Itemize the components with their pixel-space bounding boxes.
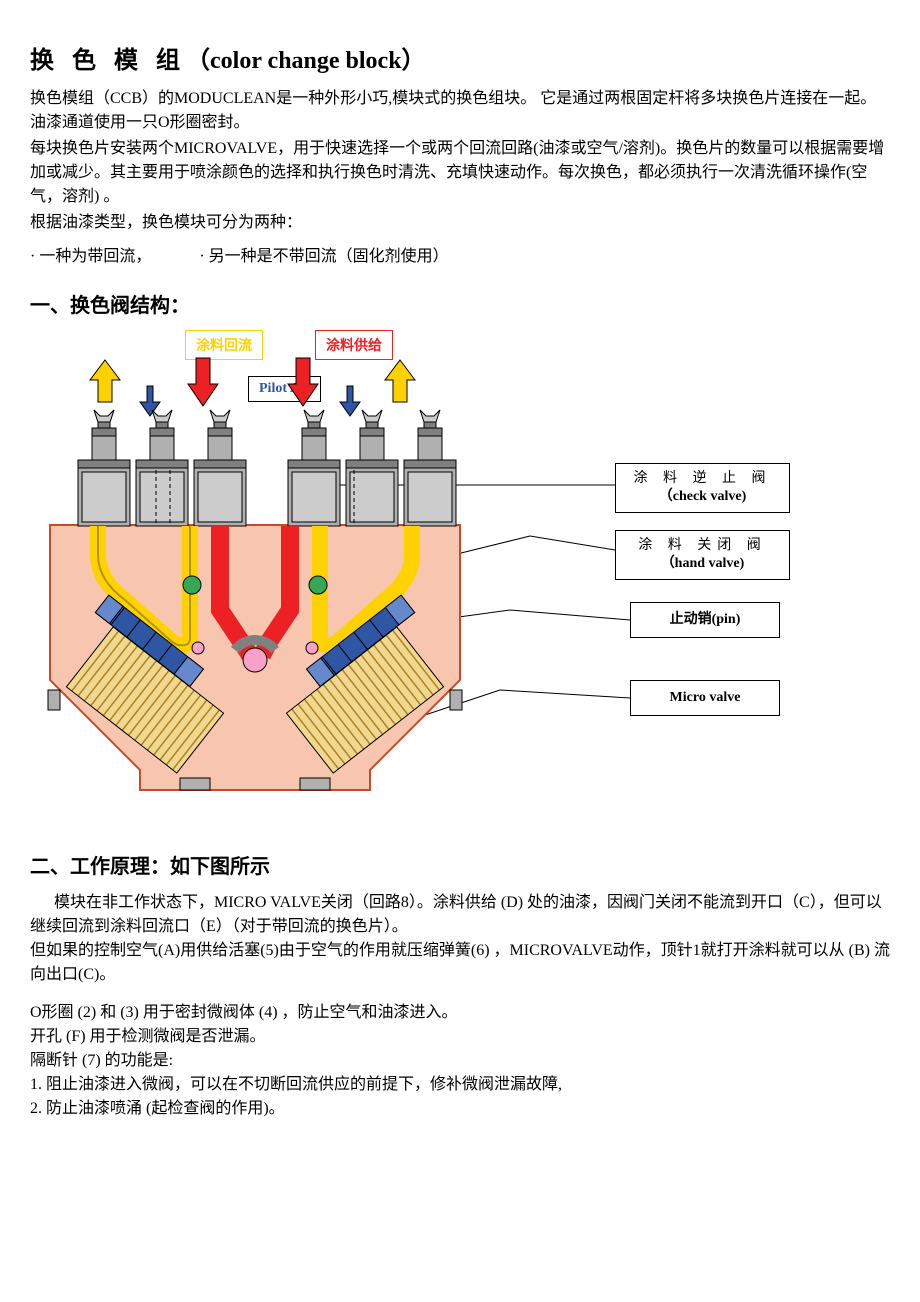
heading-1: 一、换色阀结构： <box>30 289 890 318</box>
heading-2: 二、工作原理：如下图所示 <box>30 850 890 879</box>
intro-p1: 换色模组（CCB）的MODUCLEAN是一种外形小巧,模块式的换色组块。 它是通… <box>30 87 890 135</box>
title-cn: 换 色 模 组 <box>30 48 186 74</box>
work-p3: O形圈 (2) 和 (3) 用于密封微阀体 (4) ，防止空气和油漆进入。 <box>30 1001 890 1025</box>
work-p6: 1. 阻止油漆进入微阀，可以在不切断回流供应的前提下，修补微阀泄漏故障, <box>30 1073 890 1097</box>
bullets: · 一种为带回流， · 另一种是不带回流（固化剂使用） <box>30 245 890 269</box>
bullet-a: · 一种为带回流， <box>30 248 151 265</box>
title-en: （color change block） <box>186 48 426 74</box>
intro-p3: 根据油漆类型，换色模块可分为两种： <box>30 211 890 235</box>
bullet-b: · 另一种是不带回流（固化剂使用） <box>199 248 448 265</box>
work-p5: 隔断针 (7) 的功能是: <box>30 1049 890 1073</box>
diagram-svg <box>30 330 890 830</box>
intro-p2: 每块换色片安装两个MICROVALVE，用于快速选择一个或两个回流回路(油漆或空… <box>30 137 890 209</box>
work-p7: 2. 防止油漆喷涌 (起检查阀的作用)。 <box>30 1097 890 1121</box>
work-p2: 但如果的控制空气(A)用供给活塞(5)由于空气的作用就压缩弹簧(6) ，MICR… <box>30 939 890 987</box>
work-p1: 模块在非工作状态下，MICRO VALVE关闭（回路8）。涂料供给 (D) 处的… <box>30 891 890 939</box>
valve-diagram: 涂料回流 涂料供给 Pilot Air 涂 料 逆 止 阀 （check val… <box>30 330 890 830</box>
page-title: 换 色 模 组（color change block） <box>30 40 890 75</box>
work-p4: 开孔 (F) 用于检测微阀是否泄漏。 <box>30 1025 890 1049</box>
